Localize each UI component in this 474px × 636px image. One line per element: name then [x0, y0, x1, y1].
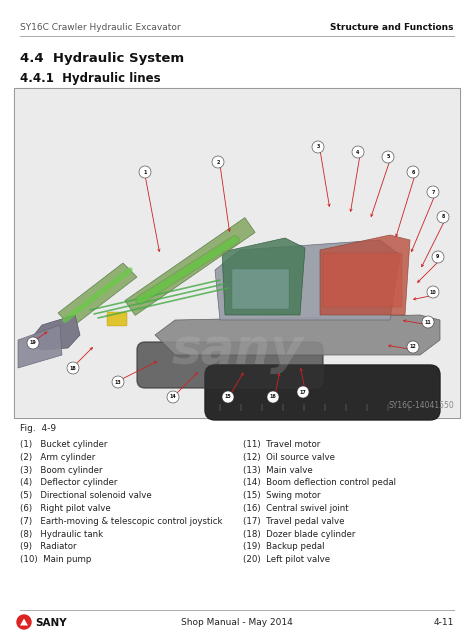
- Text: 19: 19: [29, 340, 36, 345]
- Polygon shape: [320, 235, 410, 315]
- FancyBboxPatch shape: [137, 342, 323, 388]
- Text: (18)  Dozer blade cylinder: (18) Dozer blade cylinder: [243, 530, 356, 539]
- Circle shape: [427, 186, 439, 198]
- Text: sany: sany: [171, 326, 303, 374]
- Text: (15)  Swing motor: (15) Swing motor: [243, 491, 320, 500]
- Text: (7)   Earth-moving & telescopic control joystick: (7) Earth-moving & telescopic control jo…: [20, 517, 222, 526]
- Text: 13: 13: [115, 380, 121, 385]
- Circle shape: [422, 316, 434, 328]
- Circle shape: [427, 286, 439, 298]
- Circle shape: [17, 615, 31, 629]
- Text: 12: 12: [410, 345, 416, 350]
- Text: 2: 2: [216, 160, 219, 165]
- Text: 14: 14: [170, 394, 176, 399]
- Text: 6: 6: [411, 170, 415, 174]
- Text: (9)   Radiator: (9) Radiator: [20, 543, 76, 551]
- Text: (13)  Main valve: (13) Main valve: [243, 466, 313, 474]
- Text: (14)  Boom deflection control pedal: (14) Boom deflection control pedal: [243, 478, 396, 487]
- Circle shape: [139, 166, 151, 178]
- Text: 3: 3: [316, 144, 319, 149]
- Text: (20)  Left pilot valve: (20) Left pilot valve: [243, 555, 330, 564]
- Text: 4.4.1  Hydraulic lines: 4.4.1 Hydraulic lines: [20, 72, 161, 85]
- Polygon shape: [30, 315, 80, 350]
- Circle shape: [267, 391, 279, 403]
- Circle shape: [352, 146, 364, 158]
- Text: (17)  Travel pedal valve: (17) Travel pedal valve: [243, 517, 345, 526]
- Text: Structure and Functions: Structure and Functions: [330, 24, 454, 32]
- FancyBboxPatch shape: [14, 88, 460, 418]
- Text: Fig.  4-9: Fig. 4-9: [20, 424, 56, 433]
- FancyBboxPatch shape: [15, 89, 459, 417]
- Text: (19)  Backup pedal: (19) Backup pedal: [243, 543, 325, 551]
- Text: (12)  Oil source valve: (12) Oil source valve: [243, 453, 335, 462]
- Text: 11: 11: [425, 319, 431, 324]
- Text: SY16C Crawler Hydraulic Excavator: SY16C Crawler Hydraulic Excavator: [20, 24, 181, 32]
- Circle shape: [222, 391, 234, 403]
- Text: (5)   Directional solenoid valve: (5) Directional solenoid valve: [20, 491, 152, 500]
- Circle shape: [212, 156, 224, 168]
- Text: 8: 8: [441, 214, 445, 219]
- Text: (16)  Central swivel joint: (16) Central swivel joint: [243, 504, 348, 513]
- Circle shape: [27, 337, 39, 349]
- Text: SY16C-14041550: SY16C-14041550: [388, 401, 454, 410]
- Text: (3)   Boom cylinder: (3) Boom cylinder: [20, 466, 102, 474]
- Circle shape: [382, 151, 394, 163]
- Polygon shape: [222, 238, 305, 315]
- Polygon shape: [18, 325, 62, 368]
- Circle shape: [112, 376, 124, 388]
- Text: 5: 5: [386, 155, 390, 160]
- Circle shape: [67, 362, 79, 374]
- Circle shape: [407, 341, 419, 353]
- FancyBboxPatch shape: [107, 312, 127, 326]
- Text: 4.4  Hydraulic System: 4.4 Hydraulic System: [20, 52, 184, 65]
- Text: (6)   Right pilot valve: (6) Right pilot valve: [20, 504, 111, 513]
- Polygon shape: [58, 263, 137, 327]
- Text: 17: 17: [300, 389, 306, 394]
- Text: 10: 10: [429, 289, 437, 294]
- Circle shape: [407, 166, 419, 178]
- Text: Shop Manual - May 2014: Shop Manual - May 2014: [181, 618, 293, 627]
- Text: SANY: SANY: [35, 618, 67, 628]
- Circle shape: [297, 386, 309, 398]
- Circle shape: [167, 391, 179, 403]
- Text: 15: 15: [225, 394, 231, 399]
- Polygon shape: [125, 218, 255, 315]
- Text: 18: 18: [70, 366, 76, 371]
- Text: 4-11: 4-11: [434, 618, 454, 627]
- Text: 4: 4: [356, 149, 360, 155]
- Circle shape: [312, 141, 324, 153]
- Text: 9: 9: [436, 254, 440, 259]
- Text: (8)   Hydraulic tank: (8) Hydraulic tank: [20, 530, 103, 539]
- Text: (10)  Main pump: (10) Main pump: [20, 555, 91, 564]
- Polygon shape: [215, 240, 400, 320]
- Polygon shape: [20, 618, 28, 625]
- Circle shape: [437, 211, 449, 223]
- FancyBboxPatch shape: [232, 269, 289, 309]
- FancyBboxPatch shape: [205, 365, 440, 420]
- Text: (1)   Bucket cylinder: (1) Bucket cylinder: [20, 440, 108, 449]
- Text: 7: 7: [431, 190, 435, 195]
- Text: 1: 1: [143, 170, 146, 174]
- Text: (11)  Travel motor: (11) Travel motor: [243, 440, 320, 449]
- Text: (2)   Arm cylinder: (2) Arm cylinder: [20, 453, 95, 462]
- Circle shape: [432, 251, 444, 263]
- Text: (4)   Deflector cylinder: (4) Deflector cylinder: [20, 478, 118, 487]
- Polygon shape: [155, 315, 440, 355]
- FancyBboxPatch shape: [323, 253, 402, 307]
- Text: 16: 16: [270, 394, 276, 399]
